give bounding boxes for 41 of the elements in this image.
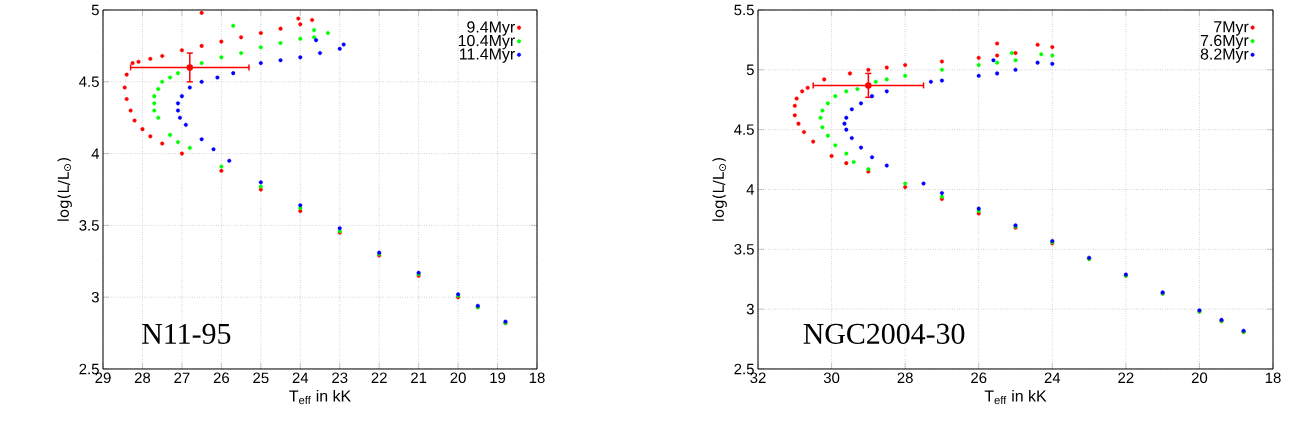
y-axis-title: log(L/L$_{⊙}$) [712,158,727,221]
x-tick-label: 28 [134,372,151,384]
x-tick-label: 23 [332,372,348,384]
x-tick-label: 26 [971,372,987,384]
y-axis-title: log(L/L$_{⊙}$) [57,158,72,221]
y-tick-label: 3 [746,303,754,315]
x-tick-label: 20 [1191,372,1208,384]
x-tick-label: 27 [174,372,190,383]
x-tick-label: 22 [371,372,387,383]
y-tick-label: 3 [91,291,99,303]
legend-label: 11.4Myr [460,48,515,63]
annotation: N11-95 [142,323,231,344]
y-tick-label: 5.5 [734,4,754,16]
y-tick-label: 5 [91,4,99,16]
x-tick-label: 26 [213,372,230,384]
legend-label: 7.6Myr [1200,34,1249,50]
legend-label: 10.4Myr [458,34,515,50]
x-tick-label: 19 [490,372,506,384]
x-tick-label: 25 [253,372,269,384]
x-axis-title: T$_{eff}$ in kK [984,389,1047,405]
y-tick-label: 5 [746,64,754,76]
legend-label: 8.2Myr [1200,48,1249,63]
x-tick-label: 20 [450,372,466,384]
x-tick-label: 28 [897,372,913,384]
y-tick-label: 4.5 [734,124,754,135]
x-tick-label: 22 [1118,372,1134,383]
x-tick-label: 24 [292,372,309,383]
x-axis-title: T$_{eff}$ in kK [289,389,351,405]
legend-label: 9.4Myr [467,21,515,36]
x-tick-label: 18 [529,372,545,384]
y-tick-label: 4 [91,148,100,159]
x-tick-label: 21 [411,372,427,383]
y-tick-label: 3.5 [734,244,754,255]
y-tick-label: 3.5 [79,220,99,231]
legend-label: 7Myr [1214,21,1249,36]
x-tick-label: 30 [823,372,840,384]
x-tick-label: 18 [1265,372,1281,384]
y-tick-label: 4.5 [79,76,99,87]
annotation: NGC2004-30 [803,323,965,344]
x-tick-label: 24 [1044,372,1061,383]
y-tick-label: 4 [746,184,755,195]
